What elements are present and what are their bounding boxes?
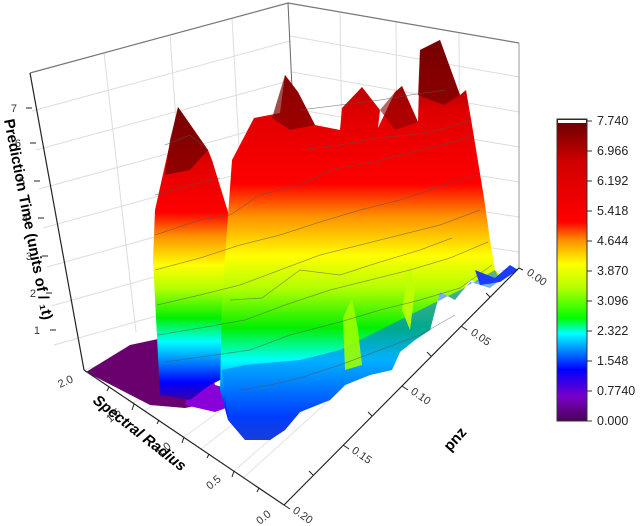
z-tick-7: 7 bbox=[11, 103, 17, 115]
colorbar-tick-8: 1.548 bbox=[597, 354, 628, 368]
colorbar-tick-5: 3.870 bbox=[597, 264, 628, 278]
y-tick-0: 0.00 bbox=[524, 267, 548, 289]
colorbar-tick-6: 3.096 bbox=[597, 294, 628, 308]
x-tick-4: 2.0 bbox=[56, 373, 75, 390]
colorbar-tick-2: 6.192 bbox=[597, 174, 628, 188]
surface-plot bbox=[86, 40, 518, 440]
z-tick-2: 2 bbox=[30, 288, 36, 300]
colorbar-tick-9: 0.7740 bbox=[597, 384, 635, 398]
y-tick-4: 0.20 bbox=[290, 505, 314, 526]
colorbar: 7.740 6.966 6.192 5.418 4.644 3.870 3.09… bbox=[556, 114, 635, 428]
colorbar-tick-1: 6.966 bbox=[597, 144, 628, 158]
y-tick-3: 0.15 bbox=[349, 445, 373, 467]
z-tick-3: 3 bbox=[26, 251, 32, 263]
colorbar-tick-7: 2.322 bbox=[597, 324, 628, 338]
z-tick-5: 5 bbox=[19, 176, 25, 188]
z-tick-1: 1 bbox=[34, 325, 40, 337]
x-tick-1: 0.5 bbox=[204, 473, 223, 492]
colorbar-tick-3: 5.418 bbox=[597, 204, 628, 218]
y-axis-title: pnz bbox=[440, 424, 470, 455]
z-tick-6: 6 bbox=[15, 138, 21, 150]
x-tick-0: 0.0 bbox=[254, 508, 273, 526]
z-tick-4: 4 bbox=[22, 213, 28, 225]
colorbar-tick-4: 4.644 bbox=[597, 234, 628, 248]
surface-ridge-2 bbox=[220, 40, 500, 440]
colorbar-tick-0: 7.740 bbox=[597, 114, 628, 128]
colorbar-tick-10: 0.000 bbox=[597, 414, 628, 428]
y-tick-2: 0.10 bbox=[408, 386, 432, 408]
y-tick-1: 0.05 bbox=[468, 327, 492, 349]
